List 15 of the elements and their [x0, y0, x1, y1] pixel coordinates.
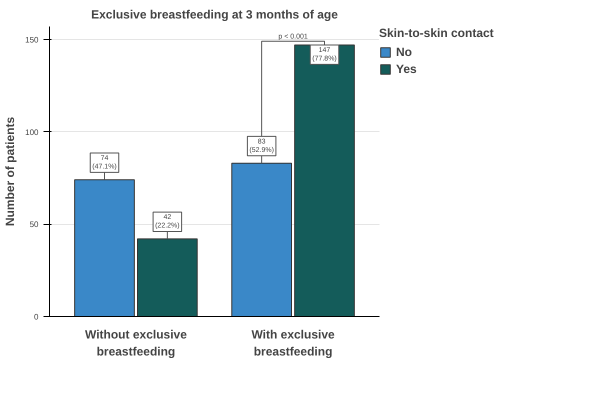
y-tick-label: 150 — [25, 35, 40, 44]
x-tick-label: Without exclusive breastfeeding — [84, 328, 188, 358]
y-tick-label: 100 — [25, 128, 40, 137]
x-tick-label: With exclusive breastfeeding — [251, 328, 336, 358]
bar — [74, 179, 135, 316]
chart-title: Exclusive breastfeeding at 3 months of age — [91, 8, 338, 22]
y-axis-title: Number of patients — [3, 116, 18, 226]
y-tick-label: 0 — [34, 312, 40, 322]
y-tick-label: 50 — [30, 220, 40, 230]
legend-title: Skin-to-skin contact — [379, 26, 494, 40]
legend-label: No — [396, 45, 413, 59]
bar — [294, 44, 355, 316]
bar — [137, 238, 198, 316]
bar — [231, 162, 292, 316]
legend-label: Yes — [396, 62, 417, 76]
